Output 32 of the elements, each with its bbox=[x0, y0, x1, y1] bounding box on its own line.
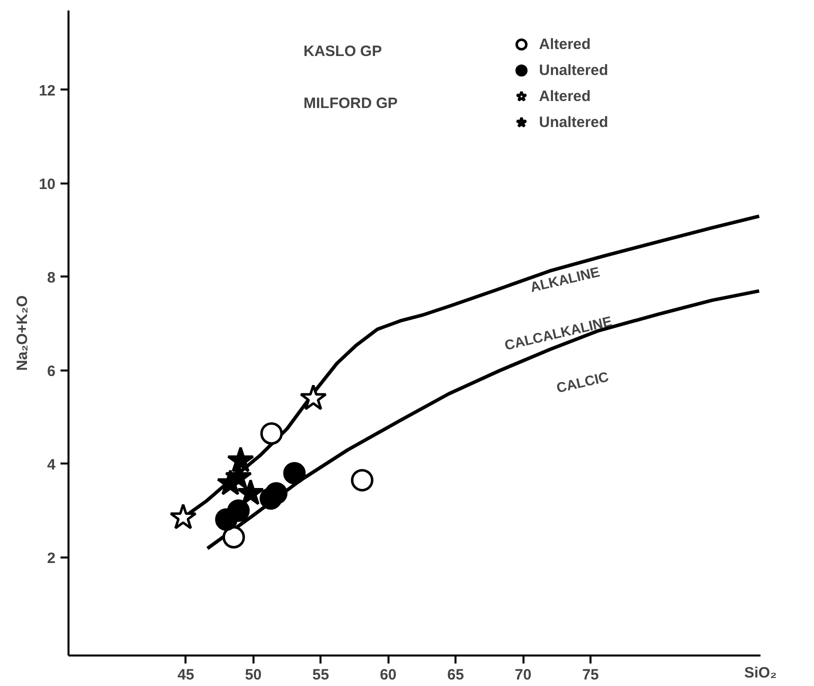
x-tick-label: 55 bbox=[312, 666, 330, 684]
point bbox=[283, 462, 306, 484]
y-tick-label: 10 bbox=[38, 176, 56, 193]
legend-label: Altered bbox=[539, 34, 591, 54]
x-tick-label: 65 bbox=[447, 666, 464, 684]
x-tick-label: 70 bbox=[514, 666, 532, 684]
x-tick-label: 60 bbox=[380, 666, 397, 684]
legend-label: Unaltered bbox=[539, 60, 608, 80]
point bbox=[300, 384, 327, 410]
x-tick-label: 50 bbox=[244, 666, 262, 684]
point bbox=[227, 499, 250, 522]
x-axis-title: SiO₂ bbox=[744, 664, 777, 682]
annotation: KASLO GP bbox=[304, 43, 382, 60]
y-tick-label: 2 bbox=[47, 550, 56, 567]
point bbox=[350, 469, 374, 492]
point bbox=[264, 482, 288, 505]
point bbox=[170, 503, 197, 530]
legend-label: Altered bbox=[539, 86, 591, 106]
point bbox=[260, 422, 283, 445]
point bbox=[222, 526, 245, 548]
point bbox=[236, 479, 264, 506]
x-tick-label: 75 bbox=[582, 666, 599, 684]
x-tick-label: 45 bbox=[178, 666, 194, 684]
y-tick-label: 8 bbox=[47, 269, 56, 286]
annotation: MILFORD GP bbox=[304, 95, 398, 112]
y-axis-title: Na₂O+K₂O bbox=[14, 294, 31, 371]
annotation: CALCIC bbox=[554, 368, 610, 396]
point bbox=[227, 446, 254, 472]
y-tick-label: 4 bbox=[47, 456, 56, 474]
y-tick-label: 12 bbox=[38, 82, 56, 100]
y-tick-label: 6 bbox=[47, 362, 56, 380]
legend-label: Unaltered bbox=[539, 112, 608, 132]
